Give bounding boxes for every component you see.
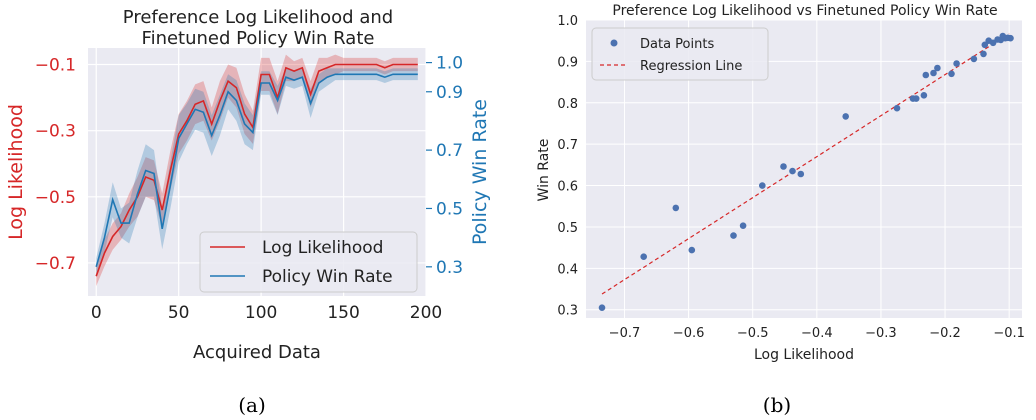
data-point <box>759 182 766 189</box>
x-tick-label: −0.3 <box>865 326 897 341</box>
chart-a-y-label-left: Log Likelihood <box>5 104 27 240</box>
chart-b-y-label: Win Rate <box>536 139 552 202</box>
chart-b-legend-box <box>591 27 769 81</box>
y-tick-label-right: 0.3 <box>436 258 463 278</box>
chart-b-legend: Data Points Regression Line <box>591 27 769 81</box>
chart-a: 0 50 100 150 200 −0.1 −0.3 −0.5 −0.7 1.0 0.9 0.7 0… <box>5 7 491 363</box>
x-tick-label: 200 <box>410 303 442 323</box>
data-point <box>797 170 805 178</box>
y-tick-label: 0.9 <box>557 55 578 70</box>
data-point <box>970 55 978 63</box>
y-tick-label-right: 1.0 <box>436 54 463 74</box>
y-tick-label-left: −0.7 <box>35 254 76 274</box>
chart-a-title-line-2: Finetuned Policy Win Rate <box>142 28 375 49</box>
data-point <box>934 64 941 72</box>
chart-a-legend: Log Likelihood Policy Win Rate <box>199 231 418 293</box>
data-point <box>920 92 928 99</box>
y-tick-label-right: 0.5 <box>436 199 463 219</box>
data-point <box>688 246 696 254</box>
y-tick-label-left: −0.1 <box>35 56 76 76</box>
chart-b-title: Preference Log Likelihood vs Finetuned P… <box>612 3 997 19</box>
y-tick-label-left: −0.3 <box>35 122 76 142</box>
chart-b-y-ticks: 0.3 0.4 0.5 0.6 0.7 0.8 0.9 1.0 <box>557 14 578 319</box>
legend-label-data-points: Data Points <box>640 37 714 52</box>
data-point <box>598 304 606 312</box>
x-tick-label: 50 <box>168 303 190 323</box>
x-tick-label: −0.1 <box>993 326 1025 341</box>
x-tick-label: −0.6 <box>673 326 705 341</box>
y-tick-label-left: −0.5 <box>35 188 76 208</box>
chart-b-x-label: Log Likelihood <box>754 347 854 363</box>
x-tick-label: −0.5 <box>737 326 769 341</box>
chart-b: −0.7 −0.6 −0.5 −0.4 −0.3 −0.2 −0.1 0.30.40.50.… <box>536 3 1025 363</box>
x-tick-label: 0 <box>91 303 102 323</box>
legend-label-regression-line: Regression Line <box>640 59 742 74</box>
regression-line <box>601 33 1010 295</box>
chart-b-points <box>598 32 1014 312</box>
caption-b: (b) <box>763 393 791 417</box>
y-tick-label: 0.3 <box>557 304 578 319</box>
data-point <box>930 69 937 77</box>
legend-label-log-likelihood: Log Likelihood <box>262 238 383 258</box>
x-tick-label: −0.7 <box>609 326 641 341</box>
y-tick-label-right: 0.9 <box>436 83 463 103</box>
data-point <box>739 222 747 229</box>
chart-a-x-ticks: 0 50 100 150 200 <box>91 303 442 323</box>
series-line-log-likelihood <box>95 63 418 277</box>
data-point <box>980 50 987 58</box>
data-point <box>842 113 849 120</box>
data-point <box>1007 34 1014 42</box>
data-point <box>789 167 796 175</box>
y-tick-label: 0.7 <box>557 138 578 153</box>
data-point <box>912 95 920 102</box>
x-tick-label: −0.4 <box>801 326 833 341</box>
chart-a-y-ticks-right: 1.0 0.9 0.7 0.5 0.3 <box>426 54 463 278</box>
x-tick-label: −0.2 <box>929 326 961 341</box>
data-point <box>780 163 787 170</box>
y-tick-label: 0.6 <box>557 180 578 195</box>
caption-a: (a) <box>238 393 266 417</box>
chart-a-y-ticks-left: −0.1 −0.3 −0.5 −0.7 <box>35 56 76 274</box>
y-tick-label: 0.8 <box>557 97 578 112</box>
data-point <box>953 60 960 67</box>
chart-a-lines <box>95 63 418 277</box>
y-tick-label: 0.4 <box>557 262 578 277</box>
series-line-policy-win-rate <box>95 73 418 268</box>
data-point <box>922 71 930 79</box>
x-tick-label: 150 <box>327 303 359 323</box>
data-point <box>981 41 989 49</box>
data-point <box>730 232 737 239</box>
y-tick-label: 0.5 <box>557 221 578 236</box>
data-point <box>948 70 955 78</box>
chart-a-x-label: Acquired Data <box>193 342 321 363</box>
y-tick-label-right: 0.7 <box>436 141 463 161</box>
chart-a-title-line-1: Preference Log Likelihood and <box>123 7 393 28</box>
chart-a-y-label-right: Policy Win Rate <box>469 99 491 245</box>
chart-b-x-ticks: −0.7 −0.6 −0.5 −0.4 −0.3 −0.2 −0.1 <box>609 326 1025 341</box>
chart-a-legend-box <box>199 231 418 293</box>
data-point <box>672 204 680 212</box>
data-point <box>893 104 901 112</box>
data-point <box>640 253 647 260</box>
chart-b-regression <box>601 33 1010 295</box>
y-tick-label: 1.0 <box>557 14 578 29</box>
x-tick-label: 100 <box>245 303 277 323</box>
legend-swatch-data-points <box>610 39 618 47</box>
legend-label-policy-win-rate: Policy Win Rate <box>262 267 393 287</box>
